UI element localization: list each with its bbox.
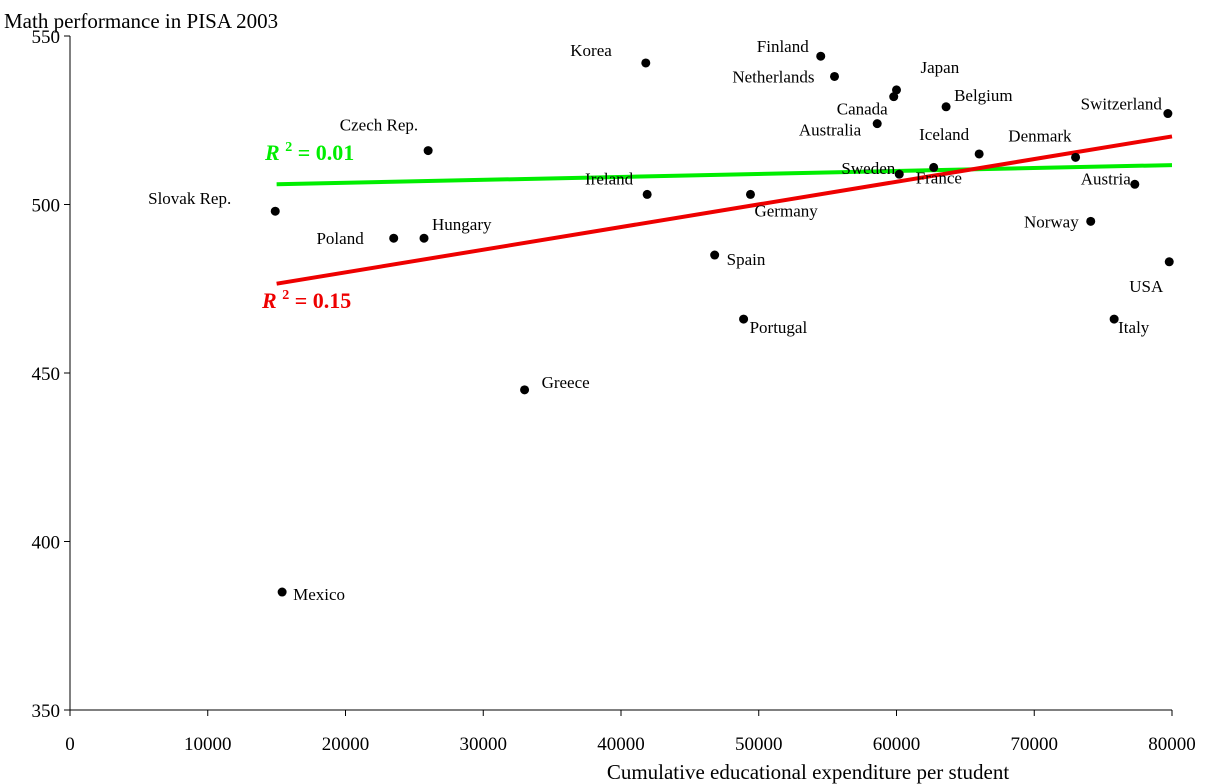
trendline [276, 163, 1173, 187]
y-tick-label: 550 [32, 27, 61, 48]
point-label: Spain [727, 250, 766, 269]
data-point [816, 51, 826, 61]
x-tick-label: 80000 [1148, 734, 1196, 755]
trendline [276, 134, 1173, 286]
point-label: France [916, 168, 962, 187]
data-point [520, 385, 530, 395]
point-label: Japan [921, 58, 960, 77]
point-label: Norway [1024, 212, 1079, 231]
data-point [929, 162, 939, 172]
point-label: Korea [570, 41, 612, 60]
r2-symbol: R [264, 140, 285, 165]
r2-value: = 0.15 [289, 288, 351, 313]
point-label: Mexico [293, 585, 345, 604]
point-label: USA [1129, 277, 1164, 296]
point-label: Slovak Rep. [148, 189, 231, 208]
point-label: Belgium [954, 86, 1013, 105]
point-label: Germany [754, 201, 818, 220]
point-label: Greece [542, 373, 590, 392]
point-label: Czech Rep. [340, 116, 418, 135]
x-tick-label: 30000 [460, 734, 508, 755]
point-labels: Finland Korea Netherlands Japan Canada Belgiu… [148, 37, 1164, 604]
x-axis-title: Cumulative educational expenditure per s… [607, 760, 1010, 784]
data-point [642, 189, 652, 199]
x-tick-label: 60000 [873, 734, 921, 755]
data-point [270, 206, 280, 216]
data-point [892, 85, 901, 95]
x-tick-label: 20000 [322, 734, 370, 755]
point-label: Poland [316, 229, 364, 248]
point-label: Sweden [841, 159, 895, 178]
point-label: Portugal [750, 318, 808, 337]
data-point [423, 146, 433, 156]
x-tick-label: 10000 [184, 734, 232, 755]
point-label: Switzerland [1081, 95, 1163, 114]
x-tick-label: 0 [65, 734, 75, 755]
x-tick-label: 70000 [1011, 734, 1059, 755]
data-point [1130, 179, 1140, 189]
data-point [641, 58, 651, 68]
data-point [1163, 109, 1173, 119]
point-label: Hungary [432, 215, 492, 234]
point-label: Netherlands [732, 67, 814, 86]
r2-label-red: R 2 = 0.15 [261, 288, 351, 313]
point-label: Finland [757, 37, 809, 56]
data-point [1164, 257, 1174, 267]
r2-value: = 0.01 [292, 140, 354, 165]
point-label: Iceland [919, 125, 970, 144]
data-point [941, 102, 951, 112]
r2-superscript: 2 [285, 140, 292, 155]
point-label: Australia [799, 121, 862, 140]
r2-superscript: 2 [282, 288, 289, 303]
data-point [894, 169, 904, 179]
data-point [419, 233, 429, 243]
y-tick-label: 400 [32, 533, 61, 554]
x-tick-label: 40000 [597, 734, 645, 755]
data-points [270, 51, 1174, 597]
point-label: Denmark [1008, 126, 1072, 145]
y-tick-label: 450 [32, 364, 61, 385]
point-label: Canada [837, 100, 888, 119]
point-label: Italy [1118, 318, 1150, 337]
data-point [389, 233, 399, 243]
data-point [974, 149, 984, 159]
data-point [830, 71, 840, 81]
point-label: Ireland [585, 169, 634, 188]
axes: 0 10000 20000 30000 40000 50000 60000 70000 8000… [32, 27, 1196, 755]
y-axis-title: Math performance in PISA 2003 [4, 9, 278, 33]
y-tick-label: 350 [32, 701, 61, 722]
point-label: Austria [1081, 169, 1132, 188]
data-point [1071, 152, 1081, 162]
data-point [710, 250, 720, 260]
y-tick-label: 500 [32, 196, 61, 217]
data-point [739, 314, 749, 324]
r2-symbol: R [261, 288, 282, 313]
data-point [745, 189, 755, 199]
data-point [889, 92, 899, 102]
data-point [277, 587, 287, 597]
data-point [1086, 216, 1096, 226]
data-point [1109, 314, 1119, 324]
x-tick-label: 50000 [735, 734, 783, 755]
data-point [872, 119, 882, 129]
trendlines [276, 134, 1173, 286]
r2-label-green: R 2 = 0.01 [264, 140, 354, 165]
